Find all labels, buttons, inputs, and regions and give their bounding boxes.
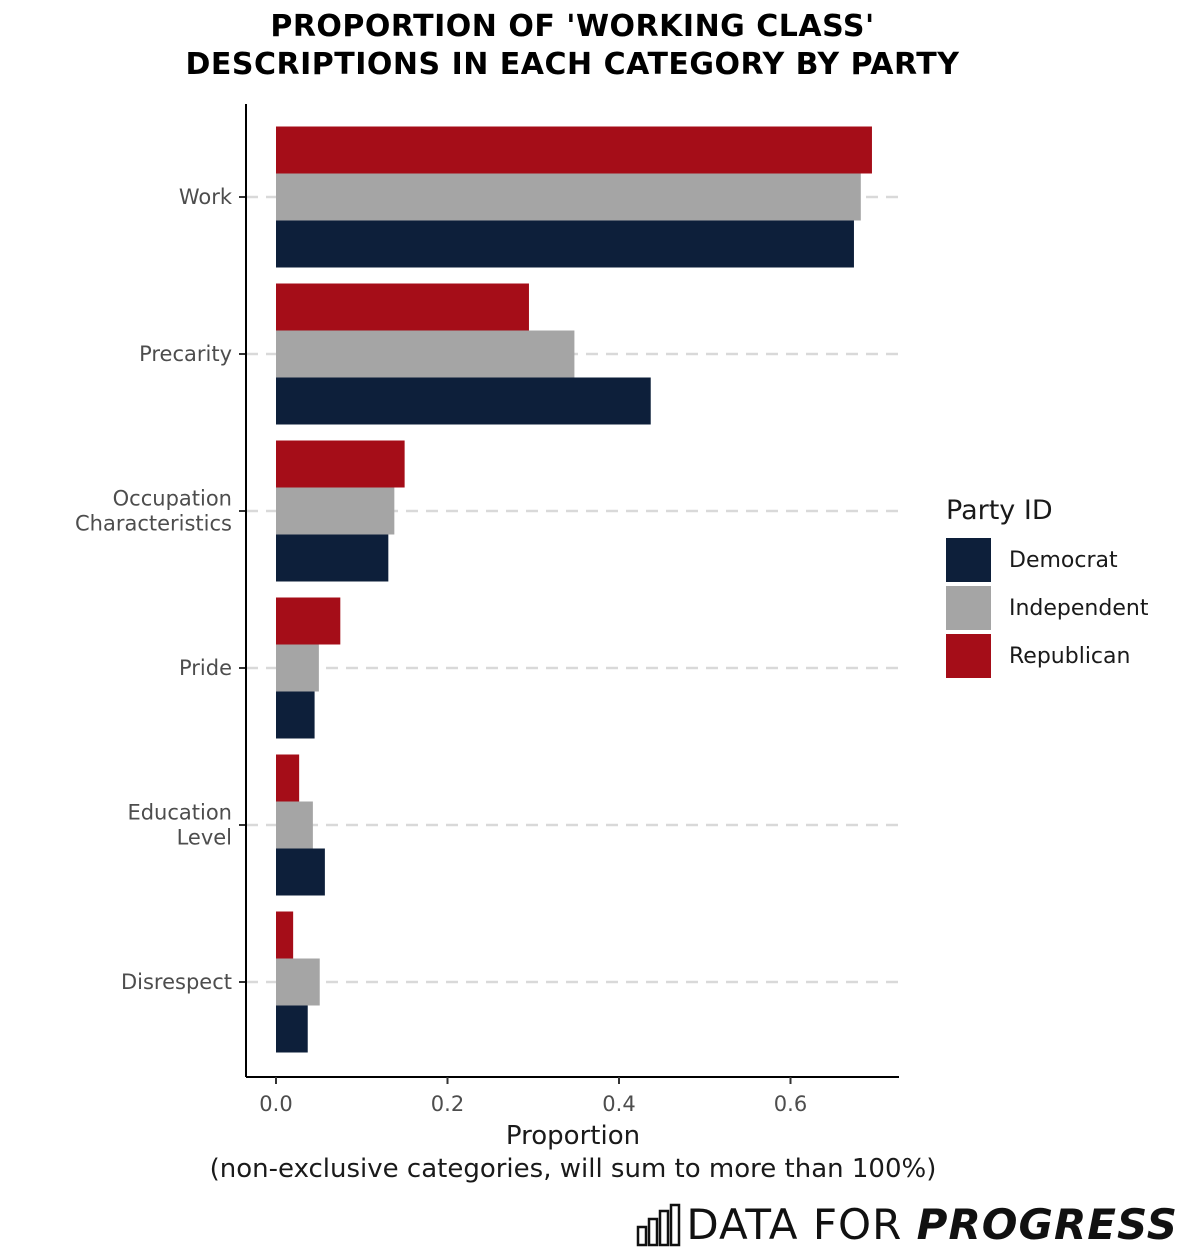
bar-independent [276, 958, 320, 1006]
legend-label: Independent [1009, 595, 1149, 621]
brand-text: DATA FOR PROGRESS [686, 1200, 1178, 1249]
bar-democrat [276, 220, 854, 268]
legend-item-independent: Independent [946, 584, 1148, 632]
bar-republican [276, 597, 341, 645]
bar-democrat [276, 848, 325, 896]
bars [276, 126, 872, 1053]
bar-democrat [276, 1005, 308, 1053]
x-axis-subtitle: (non-exclusive categories, will sum to m… [210, 1154, 937, 1184]
chart-title-line-1: PROPORTION OF 'WORKING CLASS' [270, 9, 875, 44]
y-tick-label: Education [127, 801, 232, 825]
brand-logo: DATA FOR PROGRESS [636, 1200, 1178, 1249]
legend-items: Democrat Independent Republican [946, 536, 1148, 680]
bar-chart-logo-icon [637, 1203, 681, 1246]
y-tick-label: Pride [179, 656, 232, 680]
legend: Party ID Democrat Independent Republican [946, 494, 1148, 680]
y-tick-label: Disrespect [121, 970, 232, 994]
bar-democrat [276, 377, 651, 425]
legend-swatch [946, 634, 991, 678]
y-tick-label: Characteristics [75, 512, 232, 536]
y-tick-label: Work [179, 185, 233, 209]
brand-text-bold: PROGRESS [916, 1200, 1178, 1249]
bar-independent [276, 330, 575, 378]
bar-democrat [276, 691, 315, 739]
bar-republican [276, 911, 294, 959]
y-tick-label: Level [177, 826, 232, 850]
legend-label: Democrat [1009, 547, 1118, 573]
bar-republican [276, 283, 529, 331]
bar-republican [276, 440, 405, 488]
y-tick-label: Occupation [113, 487, 232, 511]
chart-title-line-2: DESCRIPTIONS IN EACH CATEGORY BY PARTY [185, 47, 960, 82]
bar-independent [276, 173, 861, 221]
legend-item-republican: Republican [946, 632, 1148, 680]
brand-text-light: DATA FOR [686, 1200, 917, 1249]
bar-independent [276, 644, 319, 692]
bar-republican [276, 754, 300, 802]
bar-republican [276, 126, 872, 174]
bar-independent [276, 801, 313, 849]
bar-democrat [276, 534, 389, 582]
x-tick-label: 0.0 [259, 1092, 292, 1116]
chart-title: PROPORTION OF 'WORKING CLASS' DESCRIPTIO… [0, 8, 1145, 84]
x-tick-label: 0.6 [774, 1092, 807, 1116]
legend-swatch [946, 586, 991, 630]
legend-title: Party ID [946, 495, 1053, 526]
legend-swatch [946, 538, 991, 582]
legend-item-democrat: Democrat [946, 536, 1148, 584]
x-tick-label: 0.4 [602, 1092, 635, 1116]
x-tick-label: 0.2 [431, 1092, 464, 1116]
legend-label: Republican [1009, 643, 1131, 669]
x-axis-title: Proportion [506, 1121, 640, 1151]
bar-independent [276, 487, 395, 535]
y-tick-label: Precarity [139, 342, 232, 366]
